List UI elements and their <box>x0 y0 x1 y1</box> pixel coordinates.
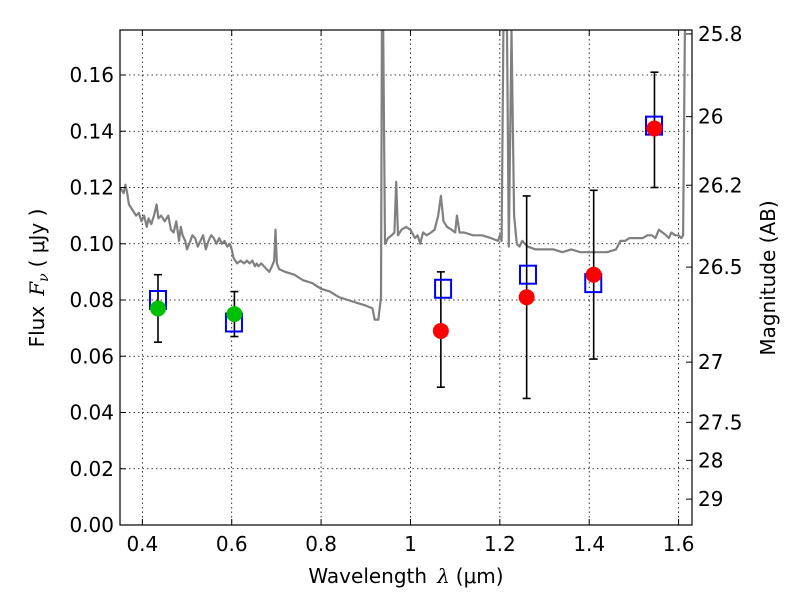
x-tick-label: 0.4 <box>126 532 158 556</box>
red-data-point <box>646 120 663 137</box>
y-axis-title-subscript: ν <box>36 273 52 282</box>
model-box-layer <box>148 115 664 333</box>
axis-ticks: 0.4 0.6 0.8 1 1.2 1.4 1.6 0.00 0.02 0.04 0.06 0.08 0… <box>69 22 742 556</box>
x-axis-title-prefix: Wavelength <box>308 564 427 588</box>
y-tick-label: 0.12 <box>69 176 114 200</box>
y2-tick-label: 26.2 <box>698 173 743 197</box>
template-spectrum-layer <box>120 30 686 321</box>
y-tick-label: 0.08 <box>69 288 114 312</box>
x-tick-label: 1 <box>404 532 417 556</box>
y-tick-label: 0.14 <box>69 119 114 143</box>
x-tick-label: 1.6 <box>663 532 695 556</box>
x-axis-title-unit: (μm) <box>456 564 504 588</box>
y2-tick-label: 28 <box>698 448 723 472</box>
y-axis-title-symbol: F <box>25 281 49 297</box>
y-tick-label: 0.10 <box>69 232 114 256</box>
y-axis-title: Flux Fν ( μJy ) <box>25 209 52 348</box>
y-tick-label: 0.00 <box>69 513 114 537</box>
x-axis-title: Wavelength λ (μm) <box>308 564 503 588</box>
y2-tick-label: 29 <box>698 487 723 511</box>
red-data-point <box>518 289 535 306</box>
y-axis-title-unit: ( μJy ) <box>25 209 49 268</box>
y-axis-title-prefix: Flux <box>25 306 49 348</box>
model-box-marker <box>518 264 537 285</box>
plot-frame <box>119 29 693 526</box>
y-tick-label: 0.06 <box>69 344 114 368</box>
y2-tick-label: 27 <box>698 350 723 374</box>
y2-tick-label: 25.8 <box>698 22 743 46</box>
grid <box>120 30 692 526</box>
y-tick-label: 0.02 <box>69 457 114 481</box>
y2-tick-label: 27.5 <box>698 410 743 434</box>
green-data-point <box>226 306 243 323</box>
y2-axis-title: Magnitude (AB) <box>756 200 780 355</box>
x-tick-label: 0.6 <box>216 532 248 556</box>
x-axis-title-symbol: λ <box>436 564 450 588</box>
x-tick-label: 1.4 <box>573 532 605 556</box>
template-spectrum-line <box>120 30 686 321</box>
green-data-point <box>149 300 166 317</box>
y-tick-label: 0.04 <box>69 401 114 425</box>
red-data-point <box>585 266 602 283</box>
x-tick-label: 1.2 <box>484 532 516 556</box>
red-data-point <box>432 322 449 339</box>
model-box-marker <box>434 278 453 299</box>
y2-tick-label: 26 <box>698 105 723 129</box>
y-tick-label: 0.16 <box>69 63 114 87</box>
data-point-layer <box>149 120 663 339</box>
x-tick-label: 0.8 <box>305 532 337 556</box>
errorbar-layer <box>153 71 659 400</box>
y2-tick-label: 26.5 <box>698 255 743 279</box>
